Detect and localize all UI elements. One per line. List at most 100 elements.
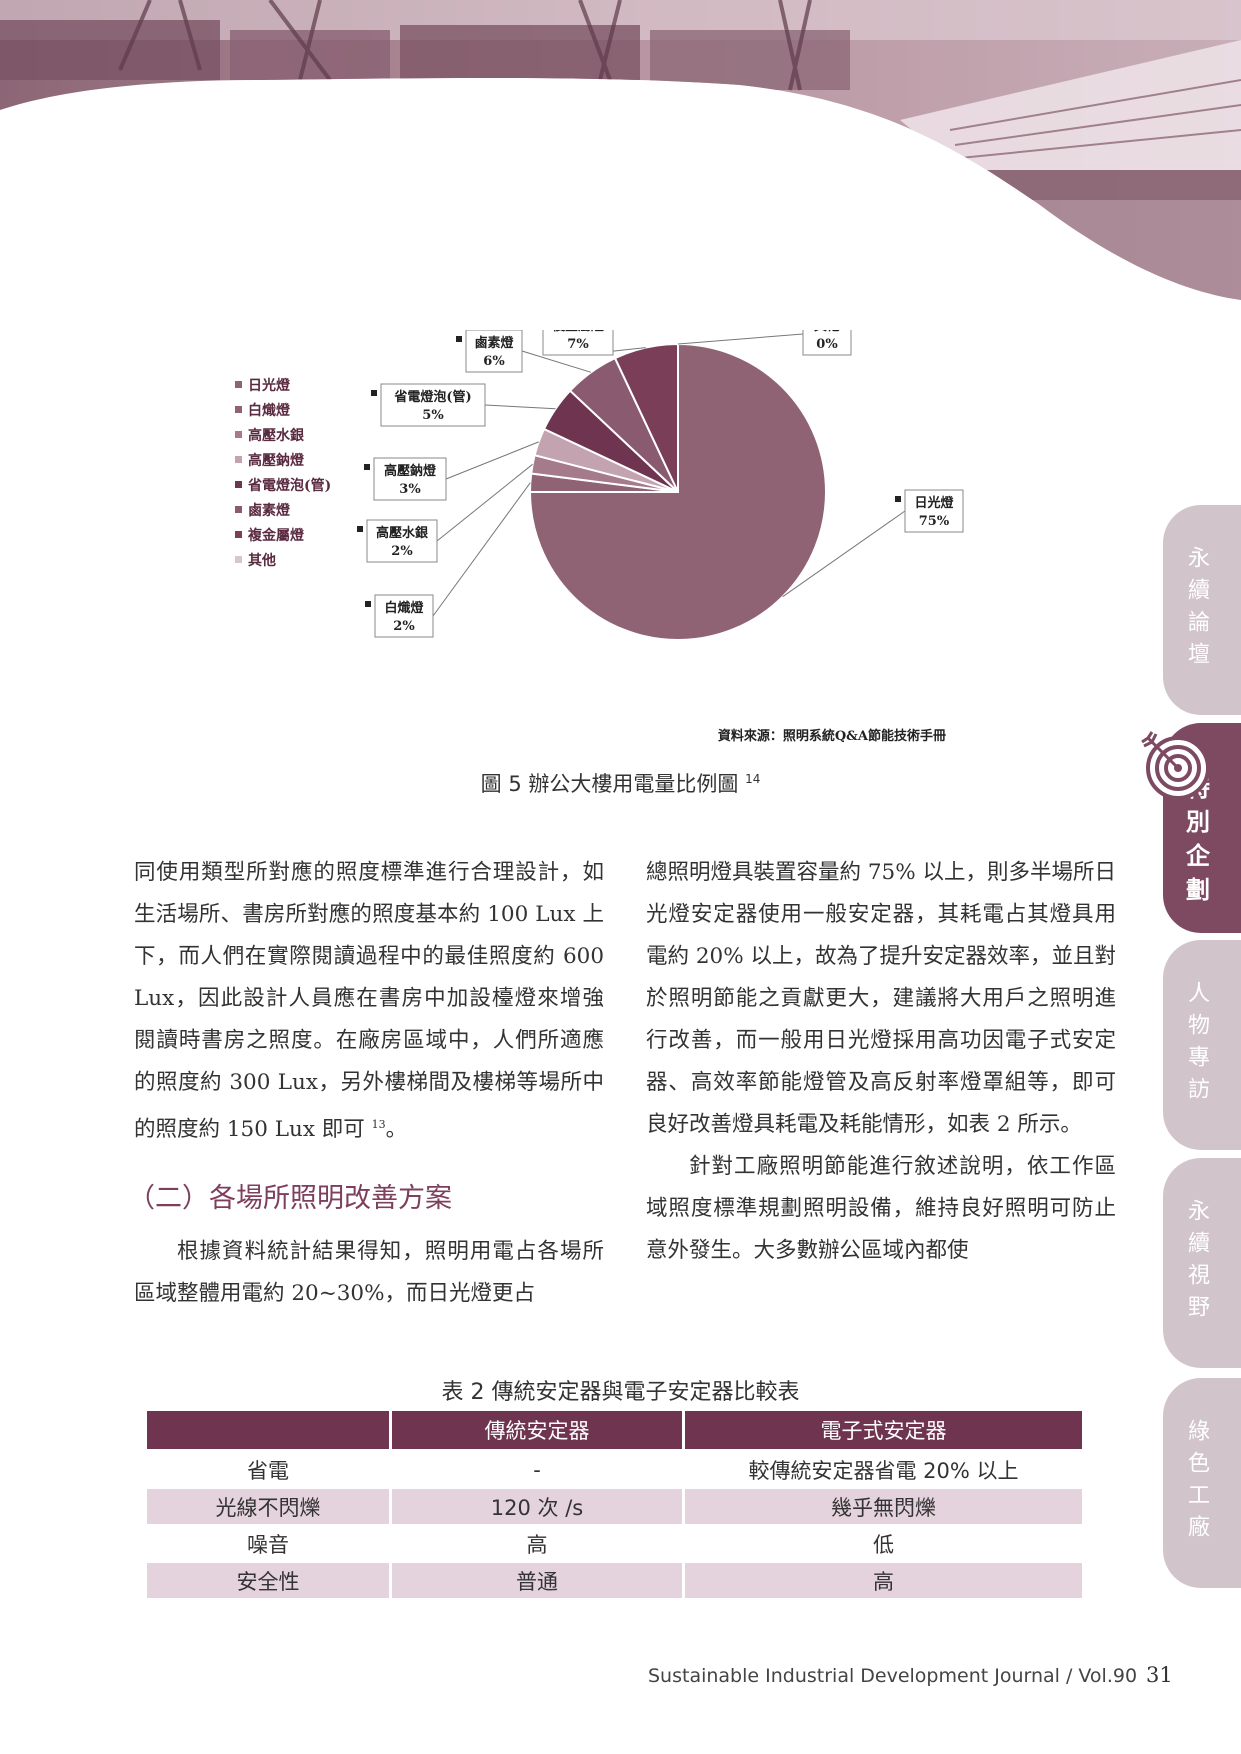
pie-label-value: 0% bbox=[816, 337, 838, 352]
table-cell: 120 次 /s bbox=[392, 1489, 682, 1526]
table-cell: 低 bbox=[685, 1526, 1082, 1563]
pie-label-value: 7% bbox=[567, 337, 589, 352]
table-cell: 省電 bbox=[147, 1452, 389, 1489]
table-cell: - bbox=[392, 1452, 682, 1489]
pie-label-value: 75% bbox=[919, 514, 950, 529]
pie-label-value: 6% bbox=[483, 354, 505, 369]
pie-label-name: 白熾燈 bbox=[384, 600, 424, 616]
figure-caption: 圖 5 辦公大樓用電量比例圖 14 bbox=[0, 768, 1241, 798]
table-caption: 表 2 傳統安定器與電子安定器比較表 bbox=[441, 1380, 800, 1405]
table-header-cell: 傳統安定器 bbox=[392, 1411, 682, 1452]
chart-source-note: 資料來源：照明系統Q&A節能技術手冊 bbox=[718, 728, 946, 744]
table-cell: 普通 bbox=[392, 1563, 682, 1600]
table-cell: 較傳統安定器省電 20% 以上 bbox=[685, 1452, 1082, 1489]
pie-data-label: 其他 0% bbox=[802, 330, 852, 356]
table-row: 噪音 高 低 bbox=[147, 1526, 1082, 1563]
pie-label-name: 高壓水銀 bbox=[376, 525, 428, 541]
pie-leader-line bbox=[445, 441, 539, 480]
side-tab-label: 人物專訪 bbox=[1184, 981, 1209, 1109]
pie-label-name: 複金屬燈 bbox=[551, 330, 605, 334]
pie-data-label: 複金屬燈 7% bbox=[542, 330, 614, 356]
pie-data-label: 高壓鈉燈 3% bbox=[364, 457, 447, 501]
pie-leader-line bbox=[521, 350, 592, 373]
pie-data-label: 鹵素燈 6% bbox=[456, 330, 523, 373]
paragraph: 同使用類型所對應的照度標準進行合理設計，如生活場所、書房所對應的照度基本約 10… bbox=[134, 852, 604, 1151]
legend-item: 高壓水銀 bbox=[235, 427, 304, 444]
table-header-row: 傳統安定器 電子式安定器 bbox=[147, 1411, 1082, 1452]
left-column: 同使用類型所對應的照度標準進行合理設計，如生活場所、書房所對應的照度基本約 10… bbox=[128, 852, 604, 1315]
table-header-cell: 電子式安定器 bbox=[685, 1411, 1082, 1452]
pie-leader-line bbox=[782, 510, 906, 598]
figure-caption-text: 圖 5 辦公大樓用電量比例圖 bbox=[480, 772, 739, 796]
pie-leader-line bbox=[484, 404, 556, 410]
side-tab-green-factory[interactable]: 綠色工廠 bbox=[1163, 1378, 1241, 1588]
footnote-ref: 13 bbox=[371, 1118, 386, 1131]
legend-item: 高壓鈉燈 bbox=[235, 452, 305, 469]
side-tab-sustainable-vision[interactable]: 永續視野 bbox=[1163, 1158, 1241, 1368]
legend-label: 日光燈 bbox=[248, 377, 291, 394]
paragraph: 總照明燈具裝置容量約 75% 以上，則多半場所日光燈安定器使用一般安定器，其耗電… bbox=[646, 860, 1116, 1137]
table-row: 安全性 普通 高 bbox=[147, 1563, 1082, 1600]
table-header-cell bbox=[147, 1411, 389, 1452]
side-tab-label: 綠色工廠 bbox=[1184, 1419, 1209, 1547]
pie-leader-line bbox=[432, 482, 531, 617]
legend-label: 高壓水銀 bbox=[248, 427, 304, 444]
legend-item: 日光燈 bbox=[235, 377, 291, 394]
legend-item: 鹵素燈 bbox=[235, 502, 291, 519]
pie-data-label: 白熾燈 2% bbox=[365, 594, 434, 638]
table-cell: 噪音 bbox=[147, 1526, 389, 1563]
pie-label-name: 其他 bbox=[814, 330, 840, 334]
pie-label-name: 鹵素燈 bbox=[474, 335, 514, 351]
figure-footnote-ref: 14 bbox=[745, 772, 761, 786]
side-tab-interviews[interactable]: 人物專訪 bbox=[1163, 940, 1241, 1150]
pie-label-name: 日光燈 bbox=[914, 495, 954, 511]
target-arrow-icon bbox=[1141, 731, 1210, 800]
pie-leader-line bbox=[677, 333, 804, 345]
side-tab-sustainability-forum[interactable]: 永續論壇 bbox=[1163, 505, 1241, 715]
pie-slices bbox=[528, 342, 827, 641]
legend-swatch bbox=[235, 406, 242, 413]
table-cell: 高 bbox=[685, 1563, 1082, 1600]
table-row: 省電 - 較傳統安定器省電 20% 以上 bbox=[147, 1452, 1082, 1489]
table-cell: 光線不閃爍 bbox=[147, 1489, 389, 1526]
side-tab-label: 永續論壇 bbox=[1184, 546, 1209, 674]
right-column: 總照明燈具裝置容量約 75% 以上，則多半場所日光燈安定器使用一般安定器，其耗電… bbox=[646, 852, 1116, 1272]
side-tab-label: 永續視野 bbox=[1184, 1199, 1209, 1327]
legend-label: 鹵素燈 bbox=[248, 502, 291, 519]
pie-label-value: 2% bbox=[393, 619, 415, 634]
pie-data-label: 省電燈泡(管) 5% bbox=[371, 383, 486, 427]
legend-swatch bbox=[235, 481, 242, 488]
legend-swatch bbox=[235, 381, 242, 388]
pie-label-name: 省電燈泡(管) bbox=[393, 389, 471, 405]
paragraph: 根據資料統計結果得知，照明用電占各場所區域整體用電約 20~30%，而日光燈更占 bbox=[134, 1239, 604, 1307]
header-banner-image bbox=[0, 0, 1241, 300]
legend-item: 其他 bbox=[235, 552, 276, 569]
table-cell: 幾乎無閃爍 bbox=[685, 1489, 1082, 1526]
pie-data-labels: 日光燈 75% 白熾燈 2% 高壓水銀 2% 高壓鈉燈 3% 省電燈泡(管) 5% 鹵素燈 6% 複金屬… bbox=[357, 330, 964, 638]
legend-swatch bbox=[235, 531, 242, 538]
pie-slice bbox=[613, 342, 679, 493]
legend-swatch bbox=[235, 506, 242, 513]
pie-data-label: 日光燈 75% bbox=[895, 489, 964, 533]
footer-journal-title: Sustainable Industrial Development Journ… bbox=[648, 1665, 1138, 1687]
pie-leader-line bbox=[436, 463, 533, 542]
legend-label: 複金屬燈 bbox=[247, 527, 305, 544]
legend-item: 複金屬燈 bbox=[235, 527, 305, 544]
paragraph: 針對工廠照明節能進行敘述說明，依工作區域照度標準規劃照明設備，維持良好照明可防止… bbox=[646, 1154, 1116, 1263]
legend-label: 高壓鈉燈 bbox=[248, 452, 305, 469]
legend-swatch bbox=[235, 556, 242, 563]
section-heading: （二）各場所照明改善方案 bbox=[128, 1183, 452, 1215]
pie-label-name: 高壓鈉燈 bbox=[384, 463, 437, 479]
pie-label-value: 3% bbox=[399, 482, 421, 497]
page-number: 31 bbox=[1146, 1663, 1173, 1687]
paragraph-text: 同使用類型所對應的照度標準進行合理設計，如生活場所、書房所對應的照度基本約 10… bbox=[134, 860, 604, 1143]
legend-item: 白熾燈 bbox=[235, 402, 291, 419]
legend-label: 白熾燈 bbox=[248, 402, 291, 419]
pie-label-value: 5% bbox=[422, 408, 444, 423]
legend-swatch bbox=[235, 456, 242, 463]
table-cell: 安全性 bbox=[147, 1563, 389, 1600]
pie-label-value: 2% bbox=[391, 544, 413, 559]
legend-label: 省電燈泡(管) bbox=[247, 477, 331, 494]
pie-data-label: 高壓水銀 2% bbox=[357, 519, 438, 563]
